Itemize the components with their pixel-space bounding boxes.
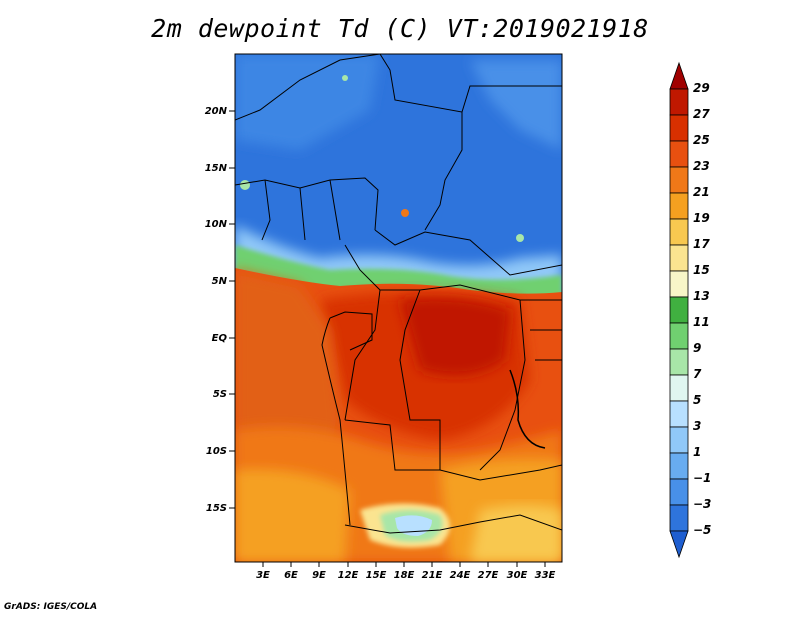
border-line (329, 311, 373, 351)
field-yellow (470, 505, 562, 562)
colorbar-segment (669, 400, 689, 428)
colorbar-labels: 29 27 25 23 21 19 17 15 13 11 9 7 5 3 1 … (693, 81, 711, 537)
border-line (461, 85, 562, 113)
lon-tick-label: 30E (507, 570, 528, 581)
colorbar-label: 15 (693, 263, 710, 277)
lon-tick-label: 27E (478, 570, 499, 581)
lat-tick-label: 5S (213, 389, 227, 400)
lat-tick-label: 20N (205, 106, 228, 117)
colorbar-segment (669, 61, 689, 90)
colorbar-label: −5 (693, 523, 711, 537)
country-borders (235, 54, 562, 534)
colorbar-label: 27 (693, 107, 710, 121)
colorbar-segment (669, 374, 689, 402)
lon-axis: 3E 6E 9E 12E 15E 18E 21E 24E 27E 30E 33E (256, 562, 556, 581)
colorbar-segment (669, 192, 689, 220)
lat-tick-label: EQ (212, 333, 228, 344)
border-line (235, 54, 381, 121)
colorbar-label: −1 (693, 471, 711, 485)
colorbar-label: 21 (693, 185, 710, 199)
colorbar-label: 3 (693, 419, 701, 433)
colorbar-label: 13 (693, 289, 710, 303)
colorbar-label: 11 (693, 315, 710, 329)
border-line (479, 299, 526, 471)
field-congo-darkest (400, 297, 510, 376)
lon-tick-label: 9E (312, 570, 326, 581)
colorbar (669, 61, 689, 559)
colorbar-segment (669, 114, 689, 142)
colorbar-segment (669, 452, 689, 480)
colorbar-segment (669, 140, 689, 168)
colorbar-label: −3 (693, 497, 711, 511)
border-line (399, 289, 441, 470)
border-line (379, 54, 463, 231)
colorbar-segment (669, 88, 689, 116)
lat-tick-label: 10S (206, 446, 227, 457)
border-line (261, 179, 341, 241)
colorbar-segment (669, 322, 689, 350)
chart-title: 2m dewpoint Td (C) VT:2019021918 (151, 14, 649, 43)
lon-tick-label: 12E (338, 570, 359, 581)
lat-axis: 20N 15N 10N 5N EQ 5S 10S 15S (205, 106, 235, 514)
lat-tick-label: 15S (206, 503, 227, 514)
field-southwest-amber (235, 469, 350, 562)
colorbar-segment (669, 218, 689, 246)
lon-tick-label: 24E (450, 570, 471, 581)
border-line (530, 329, 562, 361)
dewpoint-field (235, 54, 562, 562)
field-spot (342, 75, 348, 81)
lon-tick-label: 6E (284, 570, 298, 581)
lon-tick-label: 33E (535, 570, 556, 581)
colorbar-segment (669, 296, 689, 324)
colorbar-segment (669, 348, 689, 376)
colorbar-segment (669, 478, 689, 506)
field-spot (516, 234, 524, 242)
colorbar-segment (669, 504, 689, 532)
colorbar-segment (669, 530, 689, 559)
colorbar-label: 17 (693, 237, 710, 251)
lon-tick-label: 3E (256, 570, 270, 581)
border-line (344, 419, 562, 481)
border-line (344, 514, 562, 534)
lat-tick-label: 5N (212, 276, 228, 287)
border-line (374, 229, 562, 276)
lon-tick-label: 15E (366, 570, 387, 581)
colorbar-label: 9 (693, 341, 701, 355)
lat-tick-label: 15N (205, 163, 228, 174)
map-frame (234, 53, 563, 563)
coastline (321, 317, 351, 526)
lake-shore (509, 369, 546, 449)
colorbar-label: 1 (693, 445, 701, 459)
colorbar-segment (669, 244, 689, 272)
colorbar-segment (669, 166, 689, 194)
colorbar-label: 19 (693, 211, 710, 225)
lon-tick-label: 18E (394, 570, 415, 581)
colorbar-segment (669, 426, 689, 454)
field-spot (401, 209, 409, 217)
colorbar-label: 23 (693, 159, 710, 173)
colorbar-label: 7 (693, 367, 702, 381)
field-spot (240, 180, 250, 190)
field-northeast-blue (470, 60, 562, 150)
colorbar-label: 25 (693, 133, 710, 147)
grads-credit: GrADS: IGES/COLA (4, 602, 98, 612)
lon-tick-label: 21E (422, 570, 443, 581)
colorbar-segment (669, 270, 689, 298)
colorbar-label: 29 (693, 81, 710, 95)
border-line (344, 289, 381, 421)
colorbar-label: 5 (693, 393, 701, 407)
lat-tick-label: 10N (205, 219, 228, 230)
